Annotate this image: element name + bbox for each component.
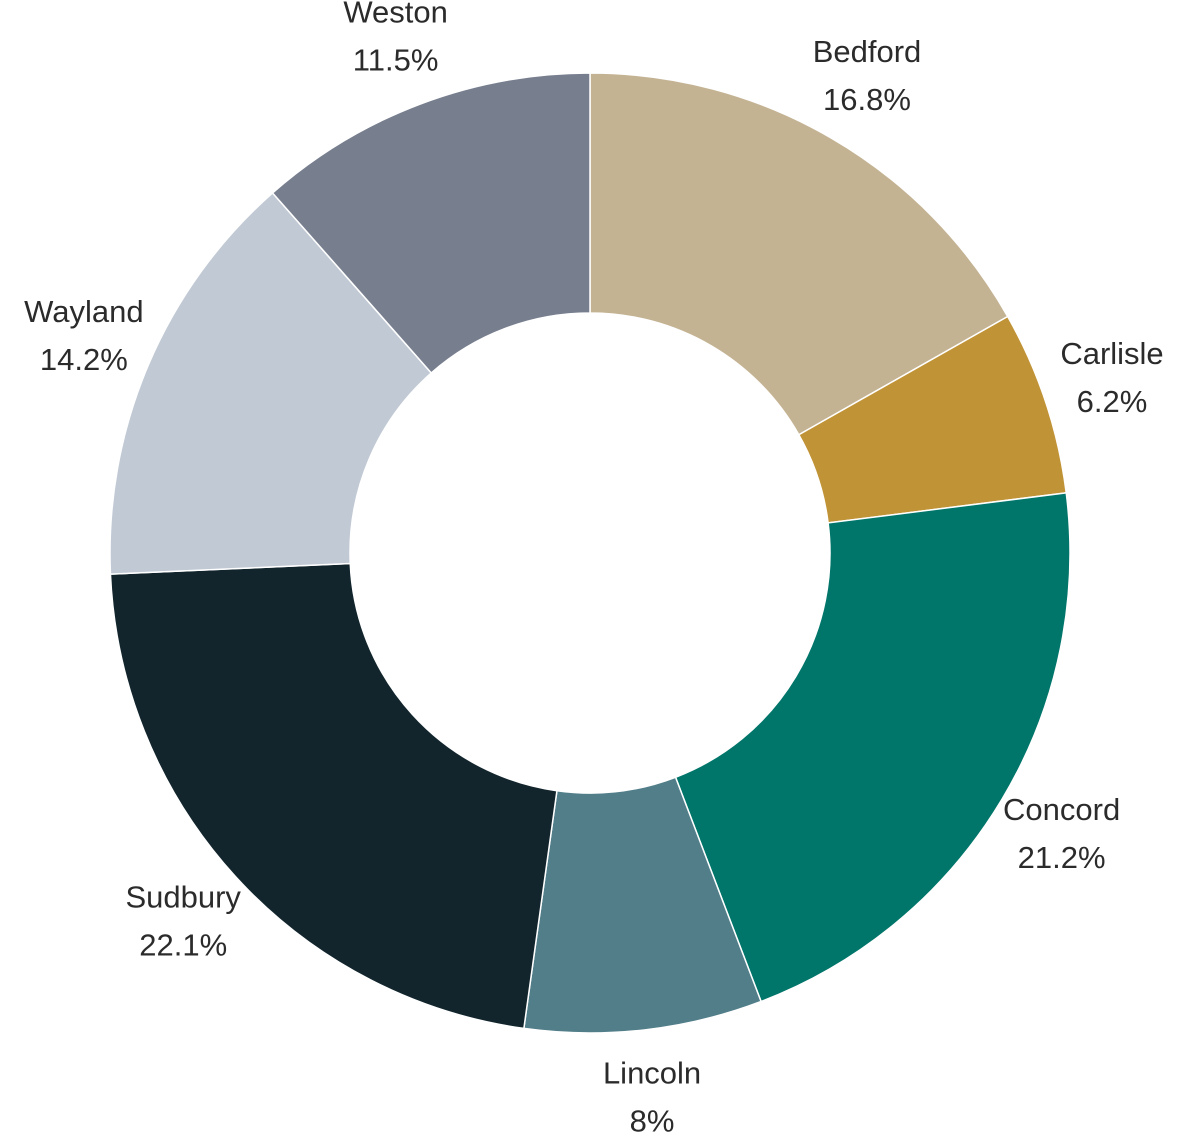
slice-label-concord: Concord xyxy=(1003,792,1120,827)
slices-layer xyxy=(109,72,1071,1034)
slice-value-carlisle: 6.2% xyxy=(1077,384,1148,419)
labels-layer: Bedford 16.8% Carlisle 6.2% Concord 21.2% Linc… xyxy=(24,0,1164,1137)
slice-label-bedford: Bedford xyxy=(813,34,922,69)
slice-value-weston: 11.5% xyxy=(353,43,439,78)
slice-value-concord: 21.2% xyxy=(1018,840,1106,875)
slice-wayland xyxy=(109,191,433,575)
slice-label-sudbury: Sudbury xyxy=(125,879,241,914)
slice-sudbury xyxy=(109,562,558,1030)
slice-concord xyxy=(674,492,1071,1003)
slice-value-sudbury: 22.1% xyxy=(139,927,227,962)
slice-label-weston: Weston xyxy=(343,0,448,30)
slice-label-lincoln: Lincoln xyxy=(603,1056,701,1091)
slice-bedford xyxy=(589,72,1009,436)
slice-value-lincoln: 8% xyxy=(630,1104,675,1137)
slice-label-wayland: Wayland xyxy=(24,294,143,329)
slice-label-carlisle: Carlisle xyxy=(1060,336,1163,371)
slice-value-bedford: 16.8% xyxy=(823,82,911,117)
slice-value-wayland: 14.2% xyxy=(40,342,128,377)
slice-weston xyxy=(271,72,591,375)
